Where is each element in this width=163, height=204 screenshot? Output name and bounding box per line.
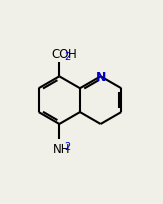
Text: NH: NH [53,142,70,155]
Text: H: H [68,48,77,61]
Text: CO: CO [52,48,69,61]
Text: 2: 2 [64,141,70,151]
Text: N: N [95,70,106,83]
Text: 2: 2 [64,52,70,62]
